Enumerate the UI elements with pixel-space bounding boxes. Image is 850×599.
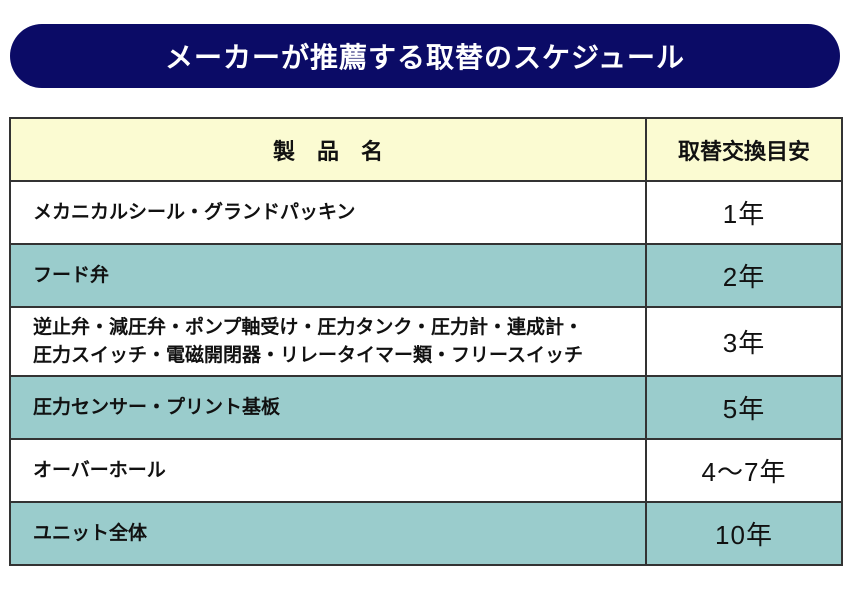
header-row: 製 品 名 取替交換目安 bbox=[9, 117, 843, 182]
table-body: メカニカルシール・グランドパッキン 1年 フード弁 2年 逆止弁・減圧弁・ポンプ… bbox=[9, 180, 843, 567]
table-row: ユニット全体 10年 bbox=[9, 501, 843, 567]
product-cell: 圧力センサー・プリント基板 bbox=[9, 375, 647, 441]
interval-cell: 5年 bbox=[645, 375, 843, 441]
product-cell: ユニット全体 bbox=[9, 501, 647, 567]
page-title: メーカーが推薦する取替のスケジュール bbox=[164, 42, 686, 73]
table-header: 製 品 名 取替交換目安 bbox=[9, 117, 843, 182]
col-header-interval: 取替交換目安 bbox=[645, 117, 843, 182]
product-cell: 逆止弁・減圧弁・ポンプ軸受け・圧力タンク・圧力計・連成計・ 圧力スイッチ・電磁開… bbox=[9, 305, 647, 378]
table-row: 圧力センサー・プリント基板 5年 bbox=[9, 375, 843, 441]
interval-cell: 1年 bbox=[645, 180, 843, 245]
table-row: フード弁 2年 bbox=[9, 243, 843, 308]
product-cell: フード弁 bbox=[9, 243, 647, 308]
interval-cell: 2年 bbox=[645, 243, 843, 308]
table-row: 逆止弁・減圧弁・ポンプ軸受け・圧力タンク・圧力計・連成計・ 圧力スイッチ・電磁開… bbox=[9, 305, 843, 378]
interval-cell: 3年 bbox=[645, 305, 843, 378]
table-row: メカニカルシール・グランドパッキン 1年 bbox=[9, 180, 843, 245]
interval-cell: 10年 bbox=[645, 501, 843, 567]
col-header-product: 製 品 名 bbox=[9, 117, 647, 182]
product-cell: オーバーホール bbox=[9, 438, 647, 504]
product-cell: メカニカルシール・グランドパッキン bbox=[9, 180, 647, 245]
table-row: オーバーホール 4〜7年 bbox=[9, 438, 843, 504]
replacement-schedule-table: 製 品 名 取替交換目安 メカニカルシール・グランドパッキン 1年 フード弁 2… bbox=[9, 117, 843, 567]
title-banner: メーカーが推薦する取替のスケジュール bbox=[10, 24, 840, 88]
interval-cell: 4〜7年 bbox=[645, 438, 843, 504]
